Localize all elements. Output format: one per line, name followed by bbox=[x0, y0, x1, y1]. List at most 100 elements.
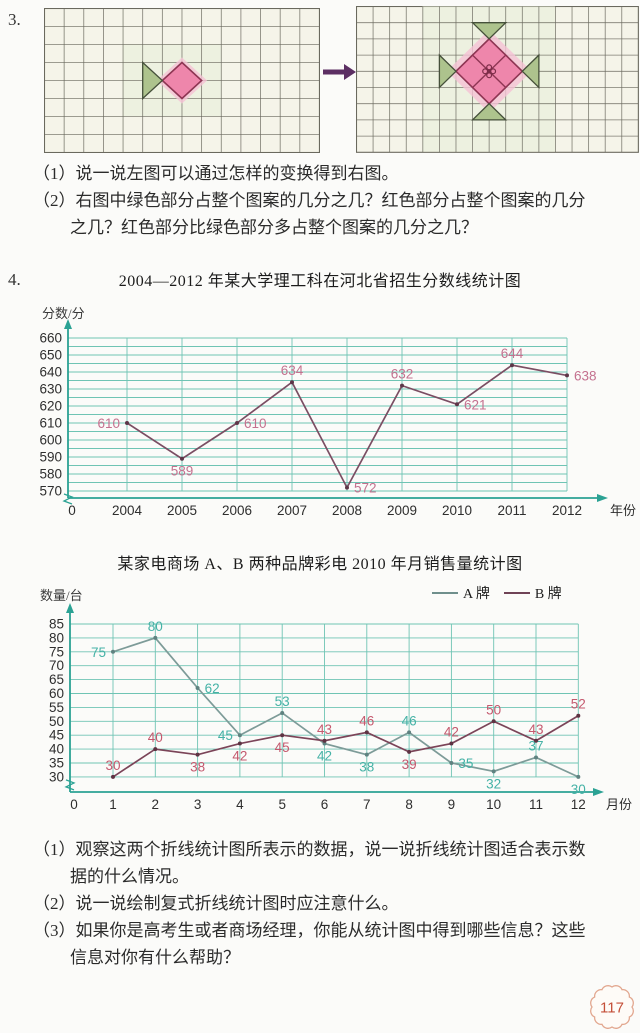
svg-text:32: 32 bbox=[486, 776, 501, 791]
chart1-title: 2004—2012 年某大学理工科在河北省招生分数线统计图 bbox=[118, 273, 522, 290]
svg-text:62: 62 bbox=[205, 681, 220, 696]
svg-text:590: 590 bbox=[39, 450, 62, 465]
svg-text:632: 632 bbox=[391, 367, 414, 382]
svg-text:644: 644 bbox=[501, 346, 524, 361]
problem3-questions: （1）说一说左图可以通过怎样的变换得到右图。 （2）右图中绿色部分占整个图案的几… bbox=[33, 160, 623, 241]
svg-text:42: 42 bbox=[317, 749, 332, 764]
svg-text:43: 43 bbox=[317, 722, 332, 737]
chart2-legend: A 牌 B 牌 bbox=[432, 583, 562, 603]
svg-text:55: 55 bbox=[49, 700, 64, 715]
svg-text:40: 40 bbox=[148, 730, 163, 745]
svg-text:45: 45 bbox=[49, 728, 64, 743]
problem4-questions: （1）观察这两个折线统计图所表示的数据，说一说折线统计图适合表示数 据的什么情况… bbox=[33, 836, 623, 971]
svg-text:65: 65 bbox=[49, 672, 64, 687]
svg-text:2: 2 bbox=[152, 797, 160, 812]
svg-text:2010: 2010 bbox=[442, 503, 472, 518]
svg-text:42: 42 bbox=[232, 749, 247, 764]
svg-text:640: 640 bbox=[39, 365, 62, 380]
svg-text:610: 610 bbox=[39, 416, 62, 431]
svg-text:75: 75 bbox=[91, 645, 106, 660]
page-number-badge: 117 bbox=[590, 985, 634, 1029]
svg-text:589: 589 bbox=[171, 464, 194, 479]
svg-text:70: 70 bbox=[49, 658, 64, 673]
question-line: 据的什么情况。 bbox=[70, 867, 189, 886]
svg-text:1: 1 bbox=[109, 797, 117, 812]
svg-text:30: 30 bbox=[105, 758, 120, 773]
svg-text:610: 610 bbox=[244, 416, 267, 431]
svg-text:45: 45 bbox=[275, 740, 290, 755]
svg-text:35: 35 bbox=[49, 756, 64, 771]
chart1-y-axis-label: 分数/分 bbox=[42, 306, 85, 321]
svg-text:50: 50 bbox=[49, 714, 64, 729]
svg-text:630: 630 bbox=[39, 382, 62, 397]
legend-label-a: A 牌 bbox=[463, 587, 490, 602]
svg-text:38: 38 bbox=[359, 760, 374, 775]
svg-text:2011: 2011 bbox=[497, 503, 526, 518]
svg-text:3: 3 bbox=[194, 797, 202, 812]
chart2-y-axis-label: 数量/台 bbox=[40, 588, 83, 603]
question-line: 信息对你有什么帮助？ bbox=[70, 948, 240, 967]
svg-text:650: 650 bbox=[39, 348, 62, 363]
problem4-number: 4. bbox=[8, 270, 21, 289]
svg-text:634: 634 bbox=[281, 363, 304, 378]
svg-text:600: 600 bbox=[39, 433, 62, 448]
chart1-line-chart: 660 650 640 630 620 610 600 590 580 570 0 2004 2005 2… bbox=[39, 319, 636, 518]
svg-text:5: 5 bbox=[278, 797, 286, 812]
svg-text:8: 8 bbox=[405, 797, 413, 812]
transform-arrow-icon bbox=[323, 64, 356, 80]
svg-text:38: 38 bbox=[190, 760, 205, 775]
svg-text:660: 660 bbox=[39, 331, 62, 346]
legend-line-b-icon bbox=[503, 592, 530, 594]
question-line: （3）如果你是高考生或者商场经理，你能从统计图中得到哪些信息？这些 bbox=[33, 921, 586, 940]
svg-text:2007: 2007 bbox=[277, 503, 307, 518]
svg-text:10: 10 bbox=[486, 797, 501, 812]
svg-text:2005: 2005 bbox=[167, 503, 197, 518]
svg-text:85: 85 bbox=[49, 617, 64, 632]
svg-text:75: 75 bbox=[49, 644, 64, 659]
svg-text:580: 580 bbox=[39, 467, 62, 482]
svg-text:37: 37 bbox=[528, 738, 543, 753]
svg-text:638: 638 bbox=[574, 368, 597, 383]
svg-text:0: 0 bbox=[68, 503, 76, 518]
svg-text:12: 12 bbox=[571, 797, 586, 812]
svg-text:117: 117 bbox=[600, 1000, 624, 1017]
svg-text:7: 7 bbox=[363, 797, 371, 812]
svg-text:80: 80 bbox=[49, 630, 64, 645]
svg-text:2009: 2009 bbox=[387, 503, 417, 518]
legend-line-a-icon bbox=[432, 592, 458, 594]
svg-text:4: 4 bbox=[236, 797, 244, 812]
problem3-number: 3. bbox=[8, 10, 21, 29]
svg-text:40: 40 bbox=[49, 742, 64, 757]
svg-text:9: 9 bbox=[448, 797, 456, 812]
chart2-title: 某家电商场 A、B 两种品牌彩电 2010 年月销售量统计图 bbox=[117, 556, 523, 573]
svg-text:11: 11 bbox=[529, 797, 543, 812]
svg-text:621: 621 bbox=[464, 397, 487, 412]
question-line: （1）观察这两个折线统计图所表示的数据，说一说折线统计图适合表示数 bbox=[33, 840, 586, 859]
svg-text:35: 35 bbox=[458, 756, 473, 771]
svg-text:2008: 2008 bbox=[332, 503, 362, 518]
legend-item-a: A 牌 bbox=[432, 583, 490, 603]
svg-text:60: 60 bbox=[49, 686, 64, 701]
question-line: （1）说一说左图可以通过怎样的变换得到右图。 bbox=[33, 164, 399, 183]
svg-text:30: 30 bbox=[571, 782, 586, 797]
svg-text:52: 52 bbox=[571, 697, 586, 712]
svg-text:30: 30 bbox=[49, 769, 64, 784]
svg-text:570: 570 bbox=[39, 484, 62, 499]
svg-text:2004: 2004 bbox=[112, 503, 143, 518]
question-line: 之几？红色部分比绿色部分多占整个图案的几分之几？ bbox=[70, 218, 478, 237]
svg-text:0: 0 bbox=[70, 797, 78, 812]
svg-text:月份: 月份 bbox=[606, 797, 632, 812]
svg-text:45: 45 bbox=[218, 728, 233, 743]
svg-text:6: 6 bbox=[321, 797, 329, 812]
svg-text:46: 46 bbox=[359, 713, 374, 728]
svg-text:39: 39 bbox=[402, 757, 417, 772]
question-line: （2）说一说绘制复式折线统计图时应注意什么。 bbox=[33, 894, 399, 913]
legend-item-b: B 牌 bbox=[503, 583, 562, 603]
legend-label-b: B 牌 bbox=[534, 587, 562, 602]
svg-text:43: 43 bbox=[528, 722, 543, 737]
figure3-right-grid bbox=[356, 6, 639, 153]
svg-text:年份: 年份 bbox=[610, 503, 636, 518]
svg-text:50: 50 bbox=[486, 702, 501, 717]
